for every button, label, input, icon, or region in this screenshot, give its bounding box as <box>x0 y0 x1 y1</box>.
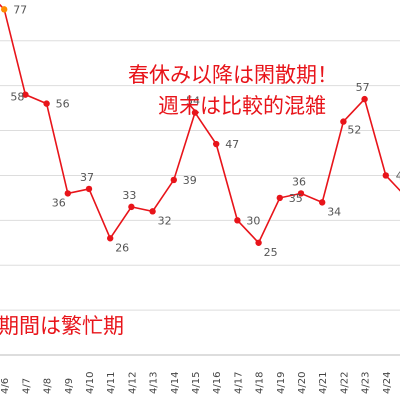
data-point <box>64 190 72 197</box>
data-point <box>170 176 177 184</box>
x-tick-label: 4/18 <box>255 372 266 394</box>
data-label: 34 <box>327 205 341 218</box>
tick-layer: 4/6 4/7 4/8 4/9 4/10 4/11 4/12 4/13 4/14 4/15 4/16… <box>0 372 393 394</box>
annotation-top-line1: 春休み以降は閑散期！ <box>128 63 338 87</box>
x-tick-label: 4/10 <box>85 372 96 394</box>
x-tick-label: 4/22 <box>339 372 350 394</box>
x-tick-label: 4/15 <box>191 372 202 394</box>
x-tick-label: 4/14 <box>170 372 181 394</box>
x-tick-label: 4/17 <box>233 372 244 394</box>
data-label: 56 <box>56 98 70 111</box>
x-tick-label: 4/19 <box>276 372 287 394</box>
data-point <box>255 239 262 246</box>
label-layer: 27758563637263332395447302535363452574 <box>10 3 400 259</box>
data-label: 58 <box>10 91 24 104</box>
data-point <box>191 109 199 116</box>
data-label: 39 <box>183 174 197 187</box>
data-point <box>297 190 305 197</box>
x-tick-label: 4/23 <box>361 372 372 394</box>
x-tick-label: 4/7 <box>21 378 32 394</box>
data-point <box>22 91 29 98</box>
data-point <box>276 194 283 202</box>
data-label: 30 <box>246 214 260 227</box>
data-point <box>43 100 50 107</box>
data-point <box>382 172 389 179</box>
data-label: 36 <box>52 196 66 209</box>
data-point <box>234 217 241 224</box>
data-label: 36 <box>292 175 306 188</box>
x-tick-label: 4/13 <box>149 372 160 394</box>
data-point <box>107 235 114 242</box>
data-label: 4 <box>396 169 400 182</box>
data-label: 35 <box>289 192 303 205</box>
data-point <box>213 140 220 148</box>
data-label: 52 <box>347 124 361 137</box>
grid-layer <box>0 40 400 356</box>
data-point <box>85 185 93 193</box>
data-point <box>340 118 347 125</box>
x-tick-label: 4/6 <box>0 378 11 394</box>
annotation-top-line2: 週末は比較的混雑 <box>158 94 326 118</box>
x-tick-label: 4/9 <box>64 378 75 394</box>
x-tick-label: 4/21 <box>318 372 329 394</box>
data-label: 57 <box>356 81 370 94</box>
data-point <box>128 203 135 211</box>
data-label: 25 <box>264 246 278 259</box>
data-point <box>319 199 326 206</box>
data-label: 32 <box>158 214 172 227</box>
data-label: 47 <box>225 138 239 151</box>
x-tick-label: 4/12 <box>127 372 138 394</box>
data-point <box>149 208 156 215</box>
annotation-bottom: 期間は繁忙期 <box>0 314 124 338</box>
data-label: 37 <box>80 171 94 184</box>
point-layer <box>0 6 389 246</box>
x-tick-label: 4/8 <box>43 378 54 394</box>
x-tick-label: 4/24 <box>382 372 393 394</box>
data-point <box>0 6 8 13</box>
data-point <box>361 95 368 103</box>
data-label: 77 <box>13 3 27 16</box>
x-tick-label: 4/11 <box>106 372 117 394</box>
data-label: 54 <box>186 95 200 108</box>
x-tick-label: 4/20 <box>297 372 308 394</box>
data-label: 26 <box>115 241 129 254</box>
data-label: 33 <box>122 189 136 202</box>
x-tick-label: 4/16 <box>212 372 223 394</box>
